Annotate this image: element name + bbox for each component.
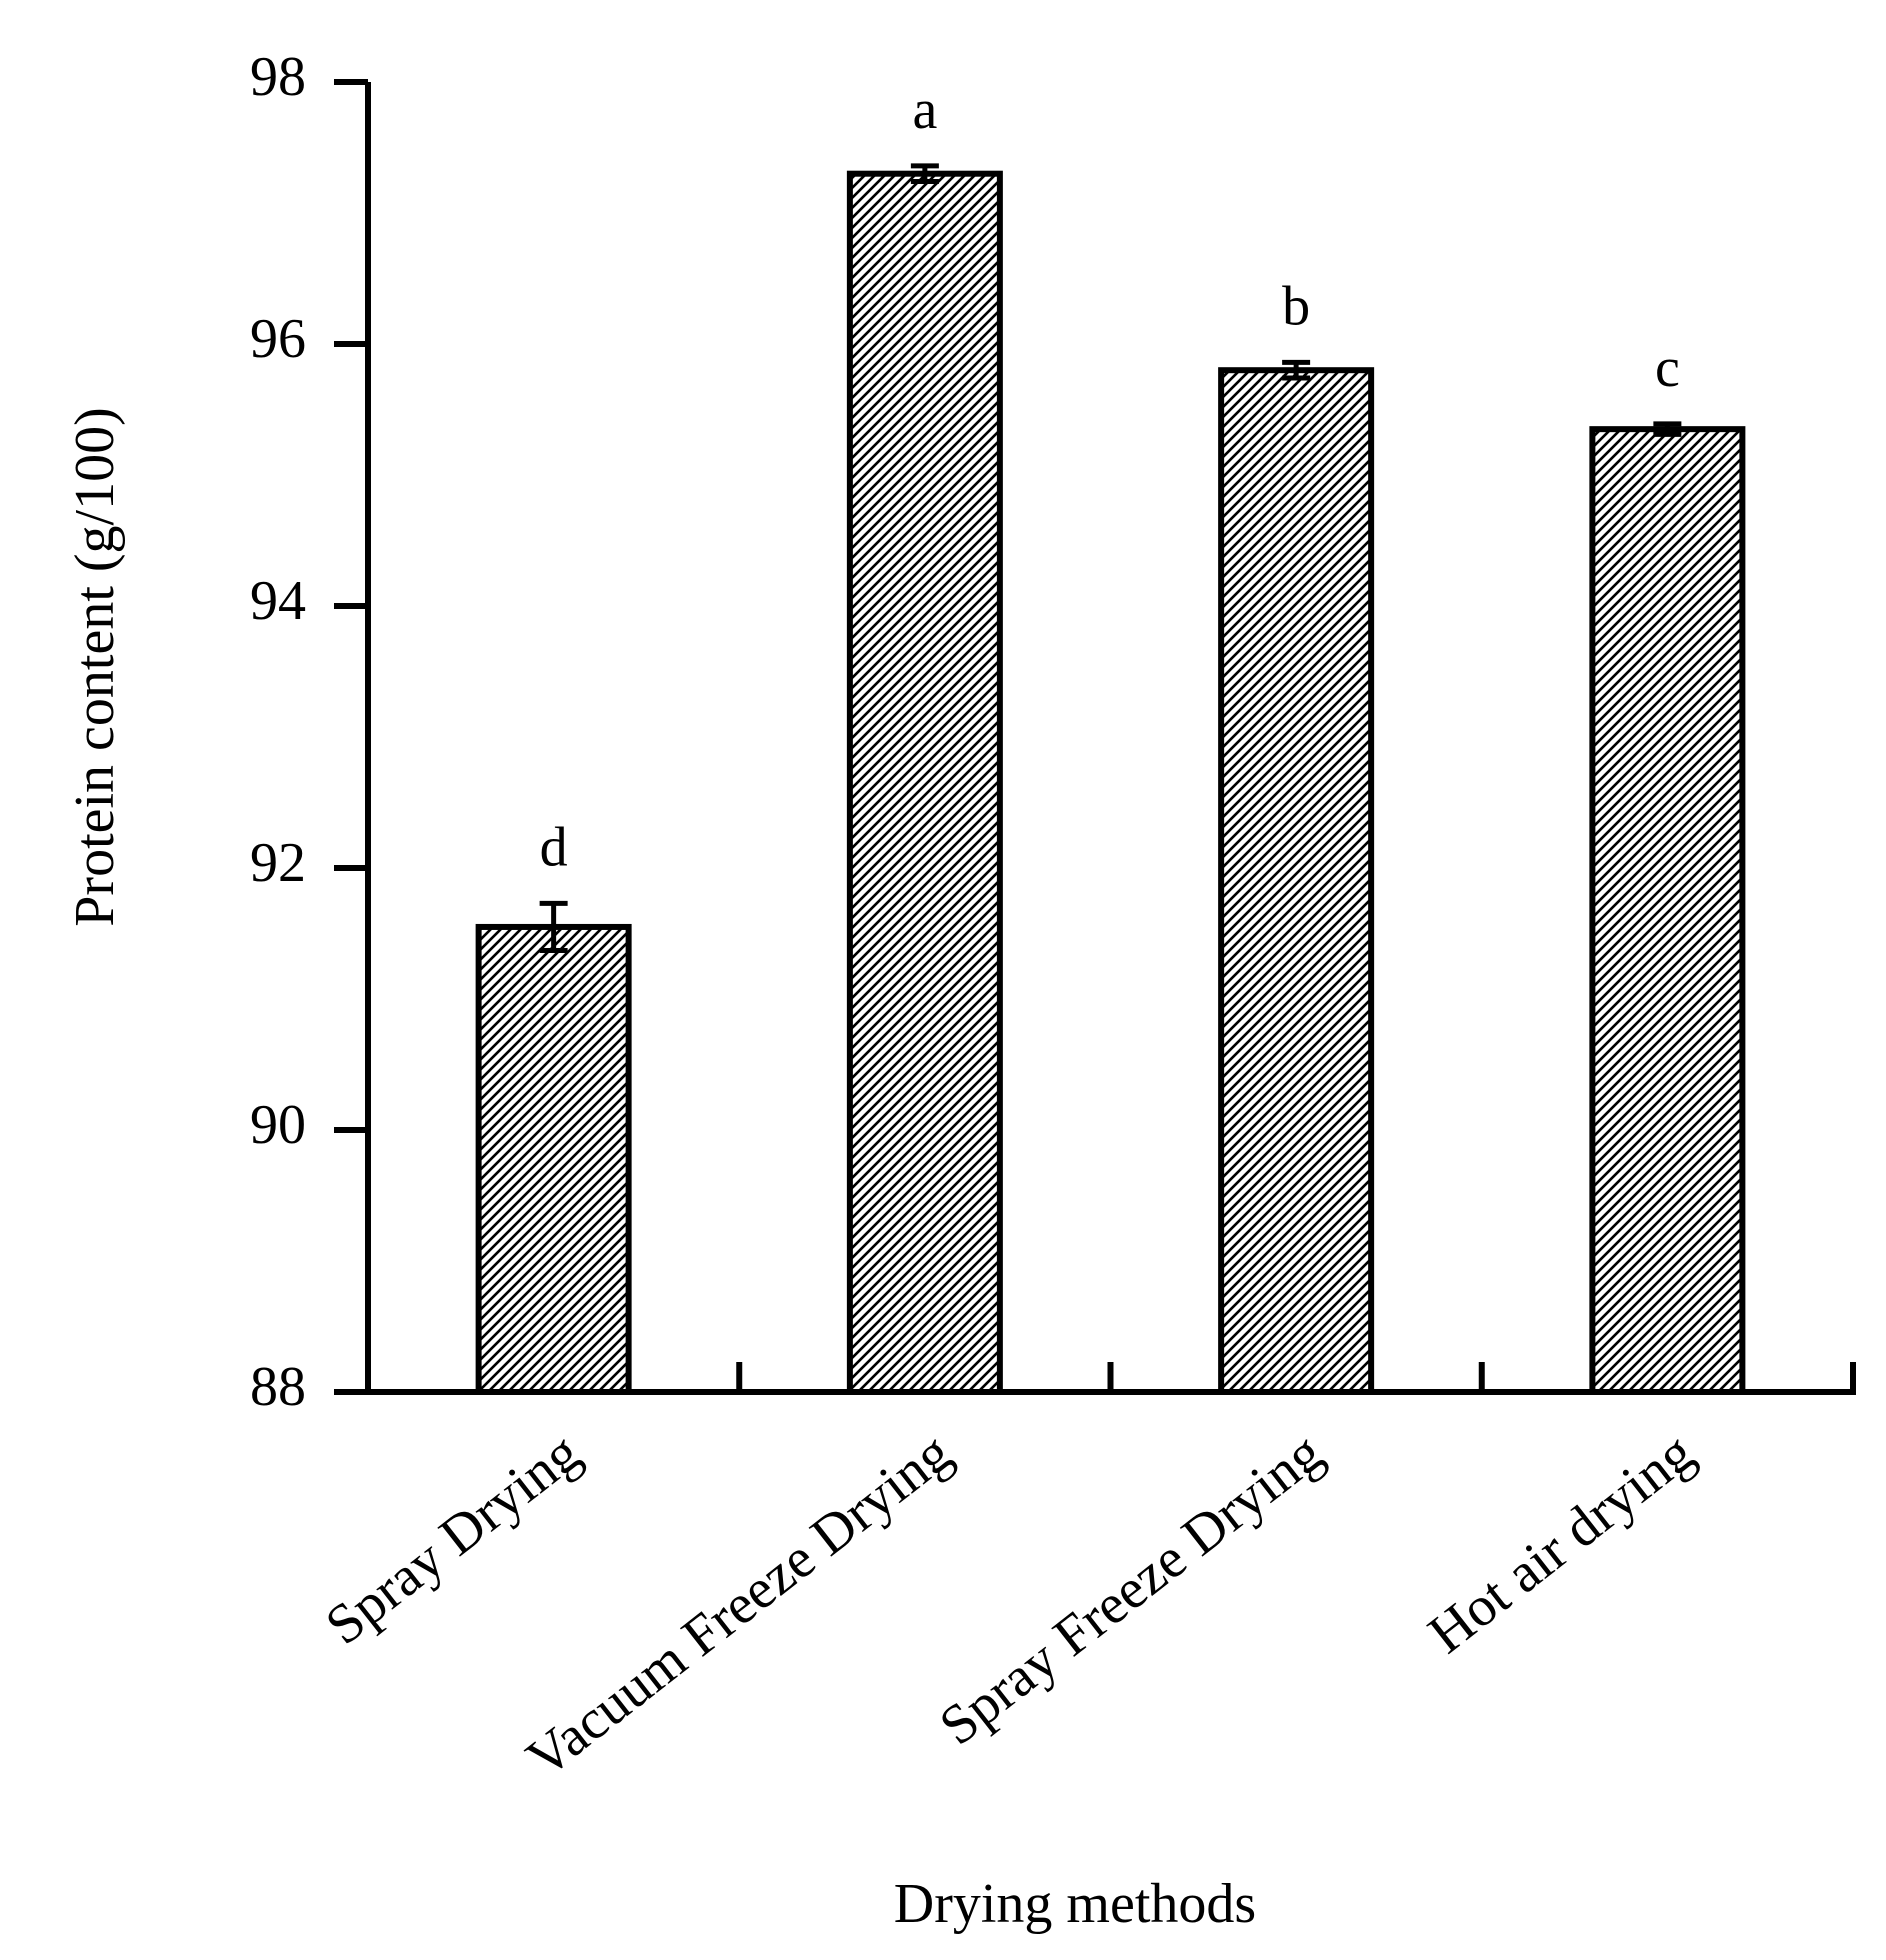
- significance-letter: c: [1655, 337, 1680, 399]
- y-tick-label: 94: [250, 570, 306, 632]
- y-tick-label: 90: [250, 1094, 306, 1156]
- category-label: Spray Drying: [314, 1421, 591, 1657]
- bar: [1218, 367, 1375, 1395]
- y-tick-label: 98: [250, 46, 306, 108]
- bar: [475, 923, 632, 1395]
- y-tick-label: 96: [250, 308, 306, 370]
- significance-letter: a: [912, 79, 937, 141]
- category-label: Hot air drying: [1417, 1421, 1705, 1665]
- y-ticks-layer: 88 90 92 94 96 98: [250, 46, 368, 1418]
- bar: [1589, 426, 1746, 1395]
- x-axis-title: Drying methods: [894, 1873, 1256, 1935]
- category-label: Spray Freeze Drying: [928, 1421, 1334, 1757]
- significance-letter: d: [540, 816, 568, 878]
- y-tick-label: 88: [250, 1356, 306, 1418]
- error-bars-layer: [539, 163, 1682, 954]
- bars-layer: [475, 170, 1746, 1396]
- y-tick-label: 92: [250, 832, 306, 894]
- significance-labels-layer: d a b c: [540, 79, 1680, 879]
- significance-letter: b: [1282, 275, 1310, 337]
- y-axis-title: Protein content (g/100): [64, 407, 126, 926]
- x-ticks-layer: [736, 1362, 1856, 1392]
- bar: [846, 170, 1003, 1396]
